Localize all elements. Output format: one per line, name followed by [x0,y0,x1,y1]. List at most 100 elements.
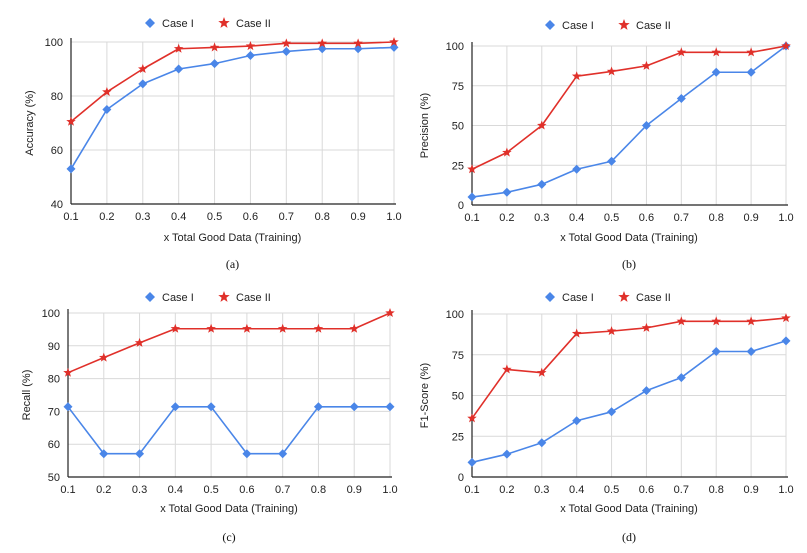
x-tick-label: 0.9 [743,212,758,224]
data-point-case-ii [641,60,652,70]
data-point-case-ii [711,316,721,326]
data-point-case-ii [138,64,148,74]
data-point-case-i [572,416,582,426]
data-point-case-ii [349,323,359,333]
y-tick-label: 100 [446,309,464,321]
data-point-case-ii [353,38,363,48]
data-point-case-ii [66,116,76,126]
x-tick-label: 0.5 [207,211,222,223]
data-point-case-ii [502,364,512,374]
x-tick-label: 0.5 [604,484,619,496]
x-tick-label: 0.3 [132,484,147,496]
legend: Case I Case II [545,291,671,304]
x-tick-label: 0.7 [275,484,290,496]
y-tick-label: 50 [48,472,60,484]
data-point-case-i [781,336,791,346]
series-line-case-ii [67,312,391,374]
y-tick-label: 100 [45,37,63,49]
data-point-case-i [467,457,477,467]
data-point-case-ii [313,323,324,333]
data-point-case-ii [746,47,756,57]
x-tick-label: 0.6 [239,484,254,496]
data-point-case-i [676,373,686,383]
data-point-case-i [711,67,721,77]
data-point-case-ii [711,47,721,57]
data-point-case-ii [385,308,395,318]
data-point-case-i [170,402,180,412]
x-tick-label: 0.9 [347,484,362,496]
x-tick-label: 1.0 [778,212,793,224]
legend: Case I Case II [145,17,271,30]
data-point-case-ii [537,120,547,130]
data-point-case-i [313,402,323,412]
data-point-case-i [641,386,651,396]
data-point-case-i [278,449,288,459]
data-point-case-i [210,59,220,69]
x-tick-label: 0.1 [464,484,479,496]
data-point-case-ii [281,38,292,48]
x-axis-label: x Total Good Data (Training) [164,232,302,244]
legend-label-case-i: Case I [562,20,594,32]
y-tick-label: 60 [51,145,63,157]
x-tick-label: 0.3 [135,211,150,223]
series-line-case-i [471,340,787,464]
y-tick-label: 60 [48,439,60,451]
y-tick-label: 50 [452,391,464,403]
data-point-case-i [102,105,112,114]
x-tick-label: 0.9 [350,211,365,223]
x-tick-label: 0.1 [63,211,78,223]
data-point-case-i [537,179,547,189]
data-point-case-i [317,44,327,54]
x-tick-label: 0.8 [709,484,724,496]
x-tick-label: 0.8 [315,211,330,223]
x-tick-label: 0.2 [499,212,514,224]
series-line-case-i [471,45,787,198]
data-point-case-ii [317,38,327,48]
y-axis-label: Accuracy (%) [24,90,36,155]
data-point-case-i [607,407,617,417]
x-tick-label: 0.8 [709,212,724,224]
x-tick-label: 1.0 [382,484,397,496]
data-point-case-i [676,93,686,103]
legend-marker-case-i [145,18,155,28]
subfigure-caption: (a) [226,257,239,271]
data-point-case-ii [502,147,512,157]
x-tick-label: 0.6 [243,211,258,223]
data-point-case-ii [63,367,73,377]
data-point-case-i [502,187,512,197]
y-axis-label: Precision (%) [419,93,431,158]
legend-marker-case-i [545,292,555,302]
data-point-case-i [711,346,721,356]
legend-label-case-i: Case I [562,292,594,304]
y-tick-label: 80 [48,374,60,386]
data-point-case-i [242,449,252,459]
y-tick-label: 100 [42,308,60,320]
series-line-case-ii [471,45,787,170]
y-tick-label: 0 [458,200,464,212]
data-point-case-ii [676,47,687,57]
data-point-case-i [138,79,148,89]
data-point-case-i [245,51,255,60]
data-point-case-i [99,449,109,459]
y-tick-label: 25 [452,431,464,443]
data-point-case-i [572,164,582,174]
data-point-case-ii [571,71,582,81]
legend-label-case-i: Case I [162,18,194,30]
x-tick-label: 0.5 [604,212,619,224]
y-tick-label: 75 [452,350,464,362]
series-line-case-i [70,46,395,170]
x-tick-label: 0.3 [534,484,549,496]
y-tick-label: 80 [51,91,63,103]
data-point-case-i [281,46,291,56]
data-point-case-i [135,449,145,459]
data-point-case-i [641,121,651,130]
data-point-case-ii [170,323,181,333]
chart-b: 0 25 50 75 100 0.1 0.2 0.3 0.4 0.5 0.6 0.7 0.8 0.9 1.0… [419,19,794,271]
x-axis-label: x Total Good Data (Training) [160,503,298,515]
x-tick-label: 0.4 [171,211,186,223]
data-point-case-i [385,402,395,412]
data-point-case-ii [781,41,791,51]
y-axis-label: Recall (%) [21,370,33,421]
x-axis-label: x Total Good Data (Training) [560,503,698,515]
